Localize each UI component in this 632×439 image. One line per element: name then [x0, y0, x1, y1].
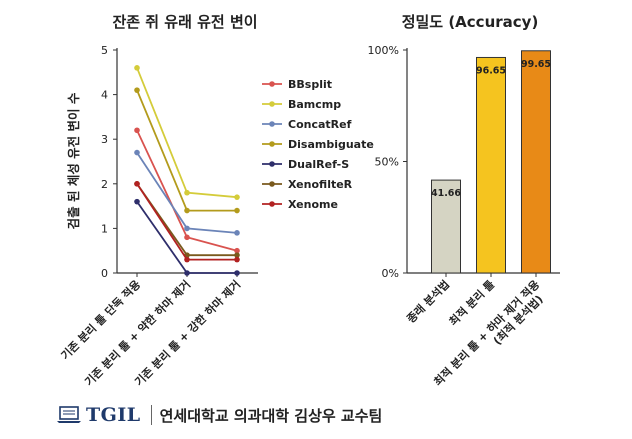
- bar-ytick-label: 100%: [368, 44, 399, 57]
- legend-label: ConcatRef: [288, 118, 352, 131]
- series-point-bbsplit: [234, 247, 240, 254]
- series-point-concatref: [184, 225, 190, 232]
- laptop-logo-icon: [57, 406, 81, 423]
- legend-marker: [269, 201, 275, 207]
- line-chart-series: [134, 65, 240, 276]
- bar-chart-title: 정밀도 (Accuracy): [402, 13, 539, 31]
- bar-xtick-group: 종래 분석법: [404, 277, 452, 325]
- line-ytick-label: 5: [101, 44, 108, 57]
- line-ytick-label: 3: [101, 133, 108, 146]
- series-point-bbsplit: [184, 234, 190, 241]
- tgil-logo: TGIL: [56, 404, 141, 426]
- bar-2: [521, 50, 551, 274]
- legend-marker: [269, 81, 275, 87]
- line-ytick-label: 1: [101, 222, 108, 235]
- legend-label: BBsplit: [288, 78, 332, 91]
- bar-value-label: 96.65: [476, 65, 506, 76]
- series-point-disambiguate: [184, 207, 190, 214]
- series-point-concatref: [234, 230, 240, 236]
- legend-marker: [269, 181, 275, 187]
- line-ytick-label: 2: [101, 178, 108, 191]
- series-point-bamcmp: [234, 194, 240, 200]
- line-chart-title: 잔존 쥐 유래 유전 변이: [112, 13, 257, 31]
- chart-canvas: 잔존 쥐 유래 유전 변이 검출 된 체성 유전 변이 수 0 1 2 3 4 5 기존 …: [58, 13, 560, 389]
- bar-value-label: 41.66: [431, 188, 461, 199]
- bar-0: [431, 179, 461, 274]
- legend-label: XenofilteR: [288, 178, 353, 191]
- series-point-xenome: [234, 256, 240, 263]
- legend-label: Disambiguate: [288, 138, 374, 151]
- bar-xtick-label: 종래 분석법: [404, 277, 452, 325]
- bar-ytick-label: 50%: [375, 156, 399, 169]
- series-point-disambiguate: [234, 207, 240, 214]
- series-point-disambiguate: [134, 87, 140, 93]
- logo-text: TGIL: [86, 404, 141, 426]
- bar-ytick-label: 0%: [382, 267, 399, 280]
- series-point-xenome: [184, 256, 190, 263]
- legend-marker: [269, 141, 275, 147]
- line-ytick-label: 4: [101, 89, 108, 102]
- footer-divider: [150, 405, 152, 425]
- footer: TGIL 연세대학교 의과대학 김상우 교수팀: [56, 402, 382, 428]
- legend-label: DualRef-S: [288, 158, 349, 171]
- line-chart-ylabel: 검출 된 체성 유전 변이 수: [66, 92, 81, 229]
- bar-1: [476, 56, 506, 274]
- legend-marker: [269, 121, 275, 127]
- series-point-dualref-s: [134, 198, 140, 205]
- series-point-dualref-s: [234, 270, 240, 276]
- line-ytick-label: 0: [101, 267, 108, 280]
- legend-marker: [269, 161, 275, 167]
- series-point-xenofilter: [234, 252, 240, 258]
- series-line-bamcmp: [136, 67, 238, 199]
- series-point-bamcmp: [134, 65, 140, 71]
- line-xtick-label: 기존 분리 툴 + 약한 하마 제거: [82, 277, 193, 388]
- series-point-bbsplit: [134, 127, 140, 134]
- bar-value-label: 99.65: [521, 59, 551, 70]
- series-point-concatref: [134, 149, 140, 156]
- line-xtick-label: 기존 분리 툴 + 강한 하마 제거: [132, 277, 243, 388]
- bar-xtick-group: 최적 분리 툴 + 하마 제거 적용(최적 분석법): [431, 277, 546, 388]
- series-point-dualref-s: [184, 270, 190, 276]
- series-point-xenome: [134, 181, 140, 187]
- legend-marker: [269, 101, 275, 107]
- series-point-bamcmp: [184, 189, 190, 196]
- line-chart-legend: BBsplit Bamcmp ConcatRef Disambiguate DualRe…: [262, 78, 374, 211]
- footer-org: 연세대학교 의과대학 김상우 교수팀: [159, 406, 383, 425]
- bar-chart-bars: 41.66 96.65 99.65: [431, 50, 551, 274]
- legend-label: Bamcmp: [288, 98, 341, 111]
- legend-label: Xenome: [288, 198, 338, 211]
